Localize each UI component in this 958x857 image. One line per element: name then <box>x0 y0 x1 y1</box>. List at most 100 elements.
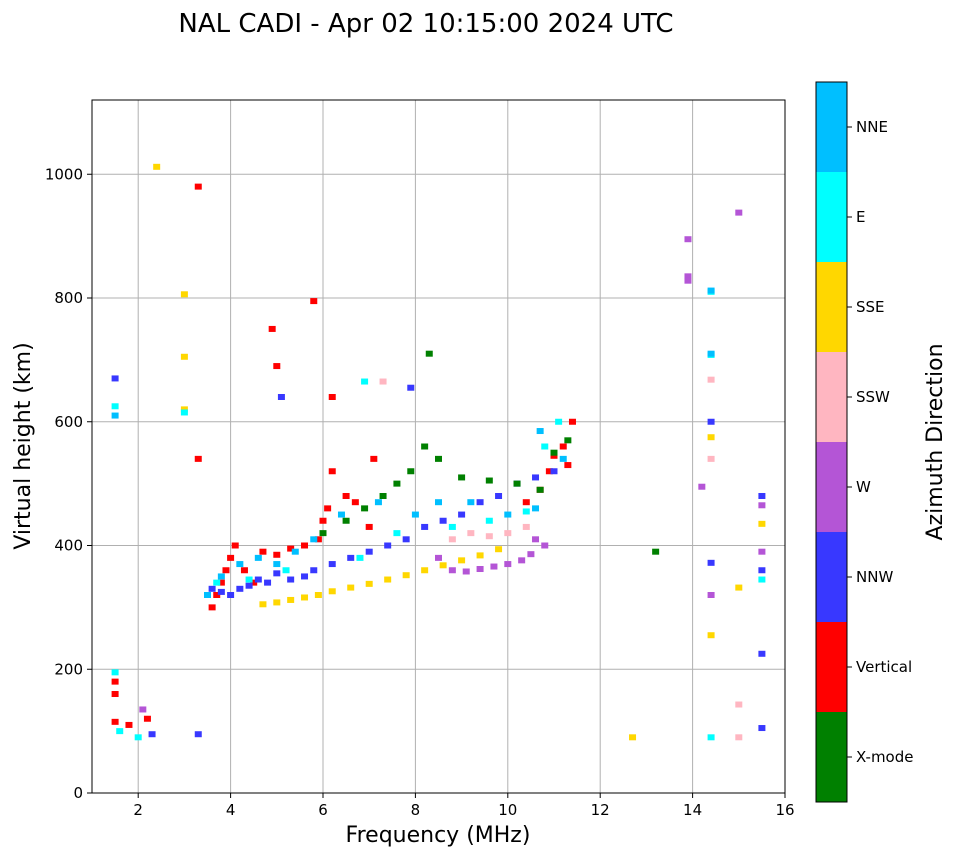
data-point <box>485 517 493 524</box>
data-point <box>259 548 267 555</box>
data-point <box>310 298 318 305</box>
data-point <box>735 209 743 216</box>
data-point <box>273 363 281 370</box>
data-point <box>111 718 119 725</box>
data-point <box>467 530 475 537</box>
data-point <box>273 551 281 558</box>
data-point <box>448 536 456 543</box>
data-point <box>504 511 512 518</box>
data-point <box>314 536 322 543</box>
data-point <box>439 517 447 524</box>
data-point <box>559 443 567 450</box>
data-point <box>448 567 456 574</box>
data-point <box>735 584 743 591</box>
colorbar-tick-label: NNE <box>856 118 888 136</box>
data-point <box>264 579 272 586</box>
colorbar-tick-label: SSE <box>856 298 885 316</box>
x-tick-label: 6 <box>318 801 328 819</box>
data-point <box>153 163 161 170</box>
data-point <box>301 594 309 601</box>
data-point <box>393 480 401 487</box>
data-point <box>273 570 281 577</box>
data-point <box>337 511 345 518</box>
data-point <box>485 477 493 484</box>
data-point <box>513 480 521 487</box>
data-point <box>458 474 466 481</box>
data-point <box>328 468 336 475</box>
data-point <box>458 511 466 518</box>
data-point <box>194 183 202 190</box>
data-point <box>194 455 202 462</box>
data-point <box>347 554 355 561</box>
data-point <box>148 731 156 738</box>
data-point <box>342 493 350 499</box>
data-point <box>564 462 572 469</box>
data-point <box>268 325 276 332</box>
colorbar-segment <box>816 712 847 802</box>
data-point <box>435 554 442 561</box>
x-tick-label: 2 <box>133 801 143 819</box>
data-point <box>370 455 378 462</box>
data-point <box>407 468 415 475</box>
data-point <box>684 236 692 243</box>
x-axis-label: Frequency (MHz) <box>346 823 531 848</box>
data-point <box>180 291 188 298</box>
data-point <box>550 452 558 459</box>
data-point <box>240 567 248 574</box>
data-point <box>361 505 369 512</box>
colorbar-tick-label: W <box>856 478 871 496</box>
data-point <box>250 579 258 586</box>
data-point <box>541 542 549 549</box>
data-point <box>684 277 692 284</box>
y-tick-label: 1000 <box>45 165 83 183</box>
data-point <box>698 483 706 490</box>
data-point <box>735 734 743 741</box>
data-point <box>314 592 322 598</box>
data-point <box>495 493 503 499</box>
data-point <box>111 412 119 419</box>
data-point <box>208 585 216 592</box>
data-point <box>458 557 466 564</box>
plot-area-frame <box>91 99 786 794</box>
data-point <box>532 505 540 512</box>
data-point <box>536 486 544 493</box>
data-point <box>365 548 373 555</box>
data-point <box>111 375 119 382</box>
data-point <box>361 378 369 385</box>
data-point <box>342 517 350 524</box>
data-point <box>559 455 567 462</box>
x-tick-label: 4 <box>226 801 236 819</box>
data-point <box>495 546 503 553</box>
data-point <box>208 604 216 611</box>
data-point <box>550 449 558 456</box>
data-point <box>217 579 225 586</box>
data-point <box>222 567 230 574</box>
data-point <box>379 378 387 385</box>
data-point <box>245 582 253 589</box>
data-point <box>476 552 484 559</box>
data-point <box>217 573 225 580</box>
colorbar: X-mode Vertical NNW W SSW SSE E NNE <box>815 81 913 803</box>
data-point <box>328 394 336 400</box>
data-point <box>758 650 766 657</box>
data-point <box>629 734 637 741</box>
data-point <box>111 669 119 676</box>
data-point <box>365 580 373 587</box>
data-point <box>527 551 535 558</box>
data-point <box>227 592 235 598</box>
data-point <box>707 350 715 357</box>
data-point <box>384 576 392 583</box>
data-point <box>707 734 715 741</box>
data-point <box>111 403 119 410</box>
data-point <box>254 576 262 583</box>
data-point <box>328 588 336 595</box>
colorbar-tick-label: NNW <box>856 568 893 586</box>
data-point <box>180 406 188 413</box>
data-point <box>139 706 147 713</box>
data-point <box>273 561 281 568</box>
data-point <box>707 632 715 639</box>
data-point <box>684 273 692 280</box>
data-point <box>564 437 572 444</box>
data-point <box>116 728 124 735</box>
